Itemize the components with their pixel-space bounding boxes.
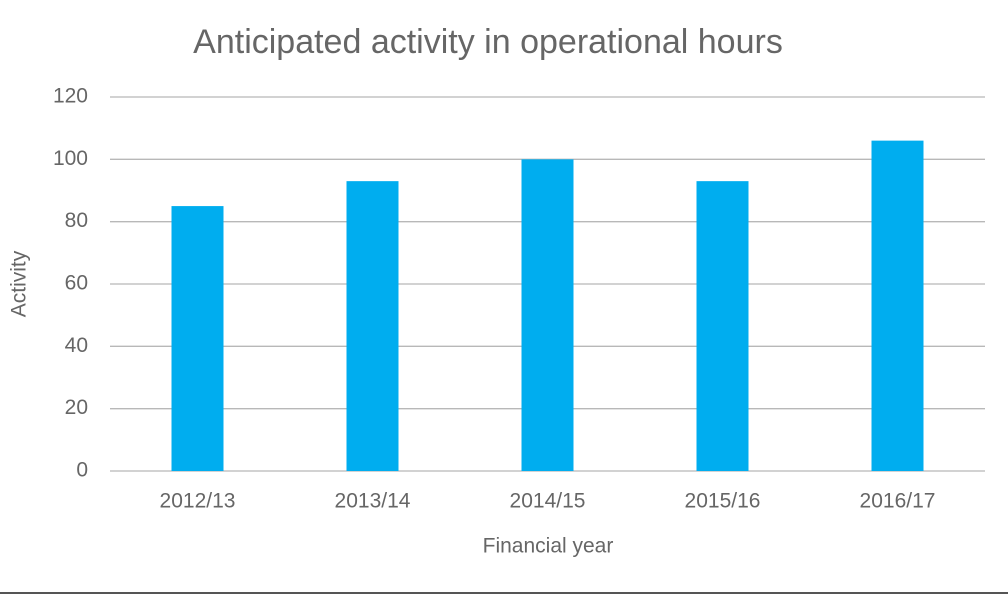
y-tick-label: 120 [53,85,88,108]
x-tick-label: 2013/14 [335,490,411,513]
bar [696,181,749,471]
y-tick-label: 40 [65,334,88,357]
bar [171,206,224,472]
bar [871,140,924,471]
bar [521,159,574,472]
y-tick-label: 80 [65,209,88,232]
y-tick-label: 0 [76,459,88,482]
y-tick-label: 20 [65,396,88,419]
x-tick-label: 2012/13 [160,490,236,513]
x-axis-title: Financial year [483,535,614,558]
bar [346,181,399,471]
y-axis-title: Activity [8,250,31,317]
y-tick-label: 60 [65,272,88,295]
x-tick-label: 2016/17 [860,490,936,513]
y-tick-label: 100 [53,147,88,170]
chart-title: Anticipated activity in operational hour… [193,23,783,61]
x-tick-label: 2014/15 [510,490,586,513]
x-tick-label: 2015/16 [685,490,761,513]
